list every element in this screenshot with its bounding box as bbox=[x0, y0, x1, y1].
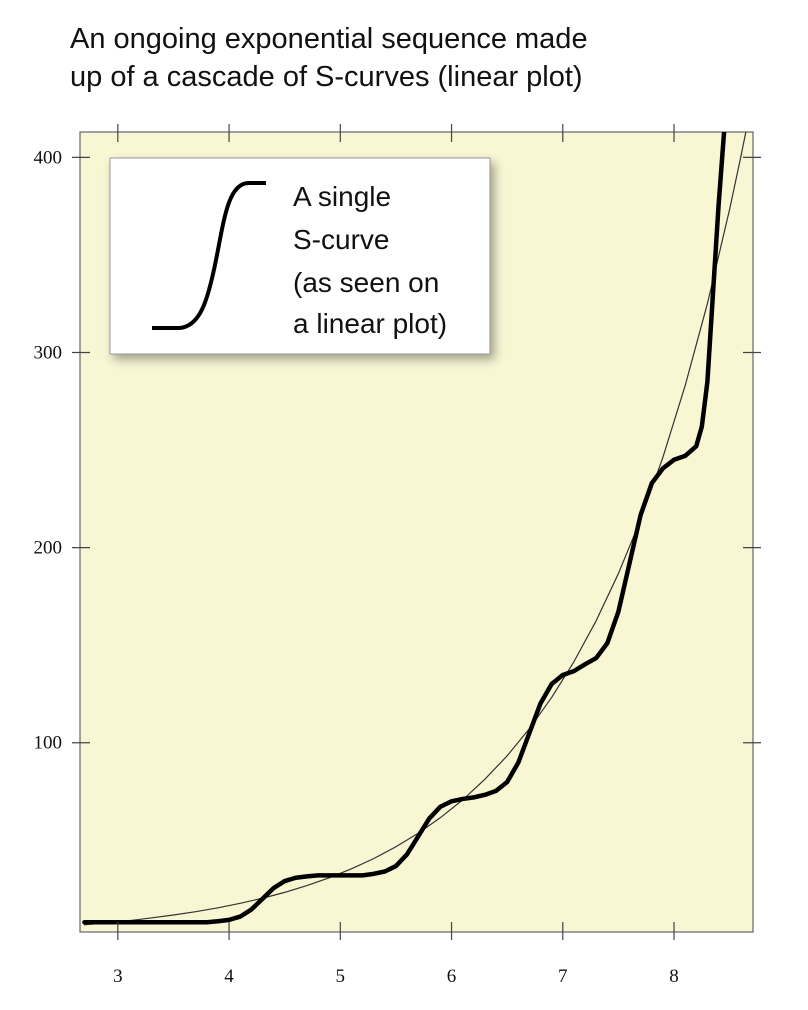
y-tick-label: 100 bbox=[34, 733, 63, 754]
series-line bbox=[82, 132, 727, 925]
lines bbox=[82, 132, 747, 926]
y-tick-label: 400 bbox=[34, 147, 63, 168]
legend-text: S-curve bbox=[293, 224, 389, 255]
chart-title: up of a cascade of S-curves (linear plot… bbox=[70, 61, 583, 93]
legend-sample bbox=[152, 181, 266, 330]
y-tick-label: 200 bbox=[34, 538, 63, 559]
x-tick-label: 4 bbox=[224, 966, 234, 987]
legend-text: a linear plot) bbox=[293, 308, 447, 339]
x-tick-label: 3 bbox=[113, 966, 123, 987]
ticks: 100 200 300 400 3 4 5 6 7 8 bbox=[34, 124, 761, 987]
legend-box bbox=[109, 157, 491, 355]
legend-text: (as seen on bbox=[293, 267, 439, 298]
x-tick-label: 7 bbox=[558, 966, 568, 987]
y-tick-label: 300 bbox=[34, 342, 63, 363]
series-line bbox=[83, 132, 747, 926]
chart-title: An ongoing exponential sequence made bbox=[70, 23, 588, 55]
legend: A single S-curve (as seen on a linear pl… bbox=[109, 157, 491, 355]
x-tick-label: 5 bbox=[336, 966, 346, 987]
legend-text: A single bbox=[293, 181, 391, 212]
x-tick-label: 8 bbox=[669, 966, 679, 987]
x-tick-label: 6 bbox=[447, 966, 457, 987]
